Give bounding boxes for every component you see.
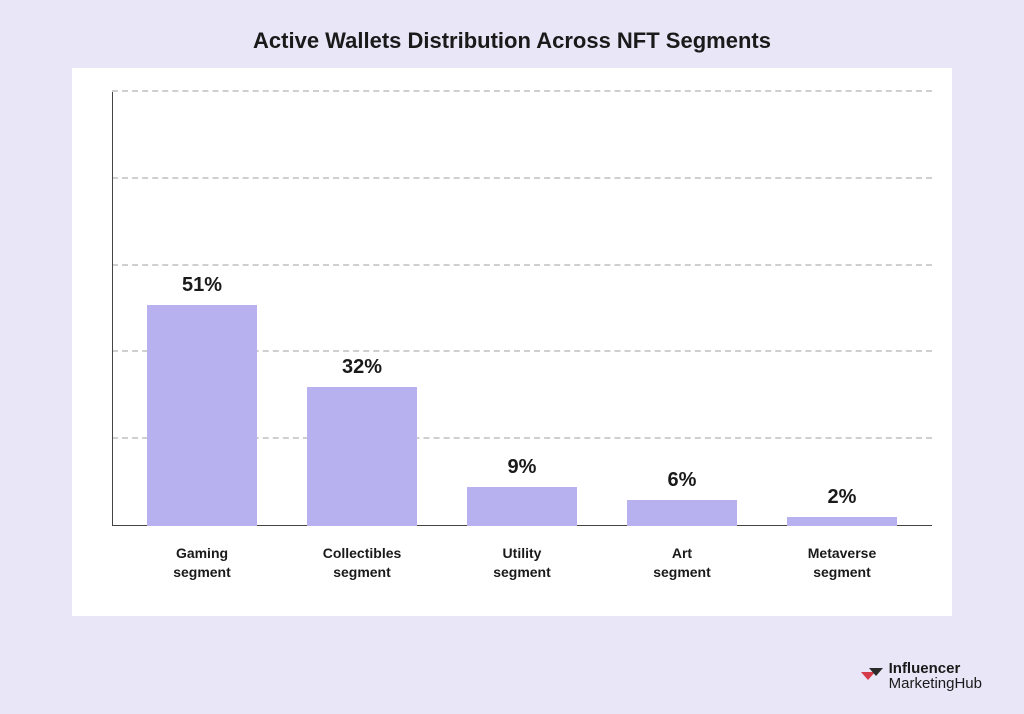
bar-rect [147, 305, 257, 526]
brand-logo: Influencer MarketingHub [861, 661, 982, 693]
bar: 32% [292, 356, 432, 526]
chart-card: 51% 32% 9% 6% 2% Gamingsegment Collectiblesse… [72, 68, 952, 616]
brand-logo-line2: MarketingHub [889, 676, 982, 692]
plot-area: 51% 32% 9% 6% 2% [112, 92, 932, 526]
brand-logo-line1: Influencer [889, 661, 982, 677]
x-axis-label: Utilitysegment [452, 536, 592, 596]
bar: 9% [452, 456, 592, 526]
bar-value-label: 6% [668, 469, 697, 492]
bar-value-label: 32% [342, 356, 382, 379]
bar: 6% [612, 469, 752, 526]
bars-container: 51% 32% 9% 6% 2% [112, 92, 932, 526]
x-labels: Gamingsegment Collectiblessegment Utilitys… [112, 536, 932, 596]
chart-title: Active Wallets Distribution Across NFT S… [0, 0, 1024, 68]
brand-logo-icon [861, 665, 883, 687]
x-axis-label: Gamingsegment [132, 536, 272, 596]
x-axis-label: Metaversesegment [772, 536, 912, 596]
bar: 2% [772, 486, 912, 526]
bar-rect [467, 487, 577, 526]
bar-rect [307, 387, 417, 526]
bar-rect [787, 517, 897, 526]
bar-value-label: 51% [182, 274, 222, 297]
bar-rect [627, 500, 737, 526]
bar-value-label: 2% [828, 486, 857, 509]
brand-logo-text: Influencer MarketingHub [889, 661, 982, 693]
bar: 51% [132, 274, 272, 526]
x-axis-label: Artsegment [612, 536, 752, 596]
bar-value-label: 9% [508, 456, 537, 479]
x-axis-label: Collectiblessegment [292, 536, 432, 596]
